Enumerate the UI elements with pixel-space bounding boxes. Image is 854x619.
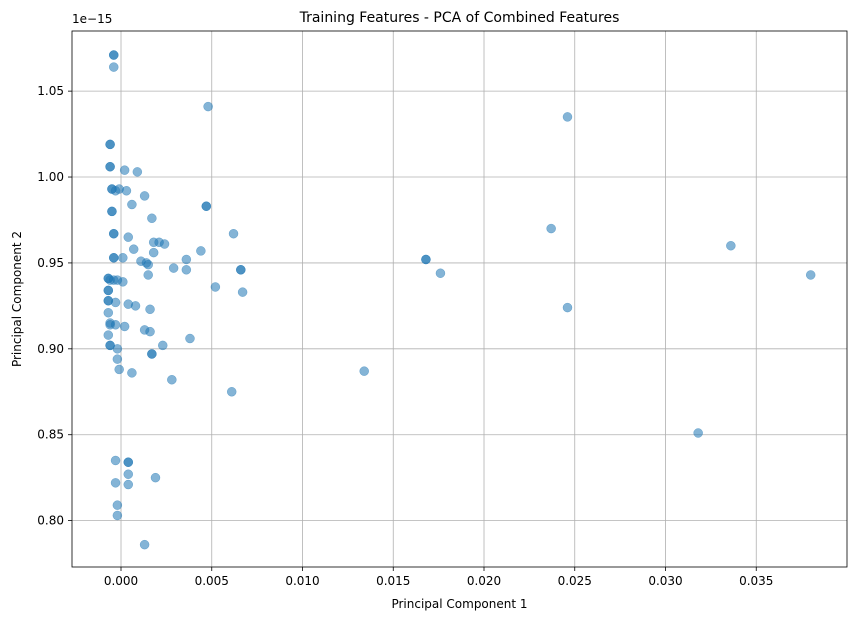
data-point	[226, 387, 237, 397]
x-tick-label: 0.030	[648, 574, 682, 588]
x-axis-label: Principal Component 1	[391, 597, 527, 611]
data-point	[128, 244, 139, 254]
data-point	[108, 62, 119, 72]
data-point	[112, 500, 123, 510]
data-point	[157, 340, 168, 351]
data-point	[228, 228, 239, 239]
data-point	[562, 112, 573, 122]
data-point	[127, 368, 137, 378]
x-tick-label: 0.020	[467, 574, 501, 588]
data-point	[143, 259, 153, 270]
data-point	[118, 253, 128, 263]
data-point	[118, 277, 128, 287]
data-point	[139, 539, 150, 550]
data-point	[185, 333, 195, 344]
data-point	[168, 263, 179, 273]
x-tick-label: 0.005	[195, 574, 229, 588]
data-point	[132, 167, 143, 177]
data-point	[108, 253, 119, 263]
chart-title: Training Features - PCA of Combined Feat…	[299, 10, 620, 26]
x-axis-ticks: 0.000 0.005 0.010 0.015 0.020 0.025 0.030 0.035	[104, 567, 773, 588]
data-points	[103, 50, 816, 550]
y-tick-label: 1.00	[37, 170, 64, 184]
data-point	[114, 364, 124, 375]
data-point	[110, 297, 121, 308]
data-point	[103, 330, 114, 340]
y-tick-label: 1.05	[37, 84, 64, 98]
y-tick-label: 0.90	[37, 342, 64, 356]
data-point	[110, 478, 121, 488]
data-point	[103, 285, 114, 296]
data-point	[103, 307, 114, 318]
x-tick-label: 0.015	[376, 574, 410, 588]
x-tick-label: 0.000	[104, 574, 138, 588]
data-point	[112, 344, 123, 354]
data-point	[159, 239, 170, 249]
data-point	[167, 374, 177, 385]
y-tick-label: 0.85	[37, 428, 64, 442]
y-axis-ticks: 0.80 0.85 0.90 0.95 1.00 1.05	[37, 84, 72, 528]
data-point	[201, 201, 212, 211]
data-point	[123, 457, 134, 467]
data-point	[123, 479, 134, 490]
y-tick-label: 0.80	[37, 514, 64, 528]
y-tick-label: 0.95	[37, 256, 64, 270]
data-point	[110, 455, 121, 466]
data-point	[121, 186, 132, 196]
data-point	[139, 191, 150, 201]
data-point	[421, 254, 431, 265]
data-point	[726, 240, 736, 251]
data-point	[203, 101, 213, 112]
data-point	[112, 510, 123, 521]
data-point	[805, 270, 816, 280]
data-point	[196, 246, 206, 256]
data-point	[108, 50, 119, 60]
data-point	[435, 268, 446, 278]
data-point	[145, 326, 155, 337]
data-point	[112, 354, 123, 364]
data-point	[237, 287, 248, 297]
x-tick-label: 0.010	[285, 574, 319, 588]
data-point	[546, 223, 556, 234]
data-point	[147, 213, 157, 224]
data-point	[110, 320, 121, 330]
data-point	[359, 366, 369, 376]
data-point	[127, 199, 137, 210]
data-point	[147, 349, 157, 359]
data-point	[236, 265, 246, 275]
data-point	[150, 472, 161, 483]
data-point	[562, 302, 573, 313]
data-point	[105, 161, 115, 172]
data-point	[143, 270, 153, 280]
data-point	[123, 469, 134, 479]
data-point	[181, 265, 192, 275]
data-point	[130, 301, 141, 311]
x-tick-label: 0.035	[739, 574, 773, 588]
data-point	[148, 247, 159, 258]
data-point	[119, 321, 130, 332]
data-point	[181, 254, 192, 265]
data-point	[693, 428, 703, 438]
y-axis-offset-text: 1e−15	[72, 12, 112, 26]
data-point	[123, 232, 134, 242]
grid	[72, 31, 847, 567]
x-tick-label: 0.025	[558, 574, 592, 588]
data-point	[108, 228, 119, 239]
data-point	[105, 139, 115, 150]
data-point	[145, 304, 155, 315]
data-point	[107, 206, 117, 217]
plot-frame	[71, 30, 848, 568]
data-point	[210, 282, 221, 292]
data-point	[119, 165, 130, 175]
y-axis-label: Principal Component 2	[10, 231, 24, 367]
